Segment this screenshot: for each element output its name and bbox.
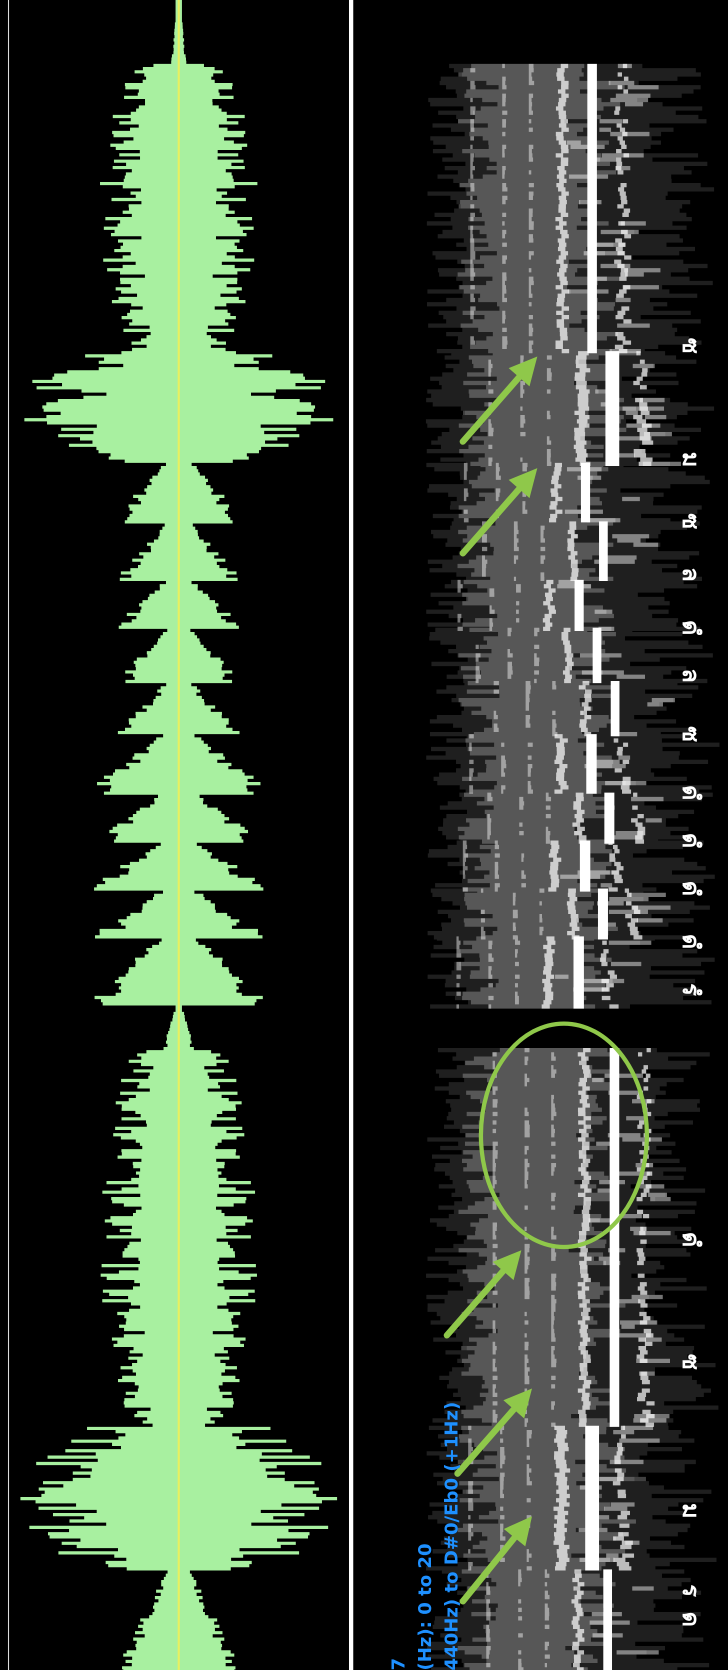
arrow	[459, 468, 538, 557]
info-line: 7	[388, 1658, 409, 1670]
note-label: ล	[677, 567, 705, 581]
arrow-shaft	[459, 1534, 518, 1605]
arrow-head	[503, 1516, 532, 1547]
arrow	[443, 1250, 522, 1339]
arrow	[454, 1388, 532, 1477]
note-label: ดํ	[677, 833, 705, 848]
arrow-shaft	[459, 374, 523, 445]
note-label: ดํ	[677, 934, 705, 949]
note-label: ม	[677, 452, 705, 467]
arrow-shaft	[443, 1267, 507, 1339]
note-label: ด	[677, 1612, 705, 1627]
note-label: ล	[677, 668, 705, 682]
note-label: ดํ	[677, 1232, 705, 1247]
arrow-head	[508, 468, 538, 499]
highlight-ellipse	[478, 1021, 650, 1250]
note-label: ซ	[677, 1354, 705, 1370]
info-text: 7 (Hz): 0 to 20 440Hz) to D#0/Eb0 (+1Hz)	[388, 1402, 462, 1670]
info-line: 440Hz) to D#0/Eb0 (+1Hz)	[442, 1402, 463, 1670]
note-label: ซ	[677, 726, 705, 742]
note-label: ดํ	[677, 881, 705, 896]
note-label: ซ	[677, 338, 705, 354]
arrow-shaft	[454, 1406, 517, 1477]
note-label: ม	[677, 1503, 705, 1518]
panel-divider	[348, 0, 354, 1670]
arrow-head	[508, 356, 538, 387]
arrow	[459, 356, 538, 445]
annotations	[443, 356, 650, 1605]
info-line: (Hz): 0 to 20	[415, 1543, 436, 1670]
arrow	[459, 1516, 532, 1605]
note-label: รํ	[677, 983, 705, 996]
arrow-head	[503, 1388, 532, 1419]
arrow-shaft	[459, 485, 523, 557]
note-label: ดํ	[677, 620, 705, 635]
note-label: ซ	[677, 513, 705, 529]
spectrogram-layer	[573, 63, 620, 1670]
arrow-head	[492, 1250, 522, 1281]
note-label: ดํ	[677, 785, 705, 800]
note-label: ร	[677, 1584, 705, 1597]
